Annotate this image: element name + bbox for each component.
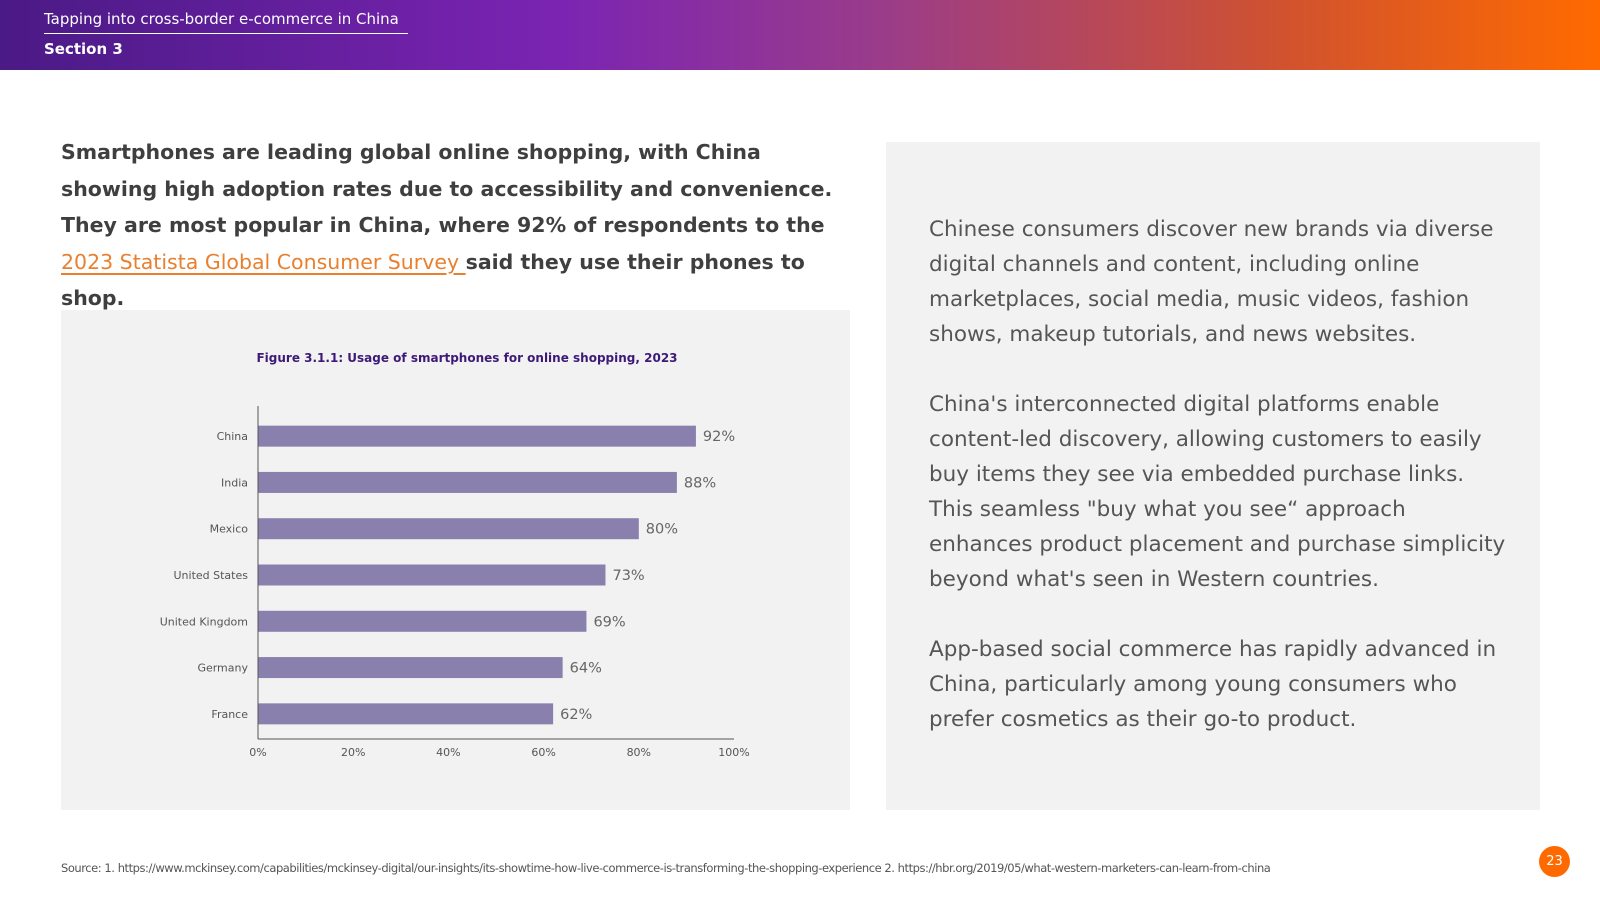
header-banner: Tapping into cross-border e-commerce in … [0,0,1600,70]
value-label: 92% [703,429,735,445]
intro-text-before: Smartphones are leading global online sh… [61,140,833,237]
category-label: United States [174,569,249,582]
category-label: United Kingdom [160,615,248,628]
paragraph-social-commerce: App-based social commerce has rapidly ad… [929,637,1497,732]
x-tick-label: 100% [718,746,749,759]
bar-mexico [258,518,639,540]
value-label: 80% [646,522,678,538]
category-label: Mexico [210,523,249,536]
value-label: 73% [612,568,644,584]
chart-title: Figure 3.1.1: Usage of smartphones for o… [256,351,677,365]
paragraph-brand-discovery: Chinese consumers discover new brands vi… [929,217,1494,347]
bar-chart: Figure 3.1.1: Usage of smartphones for o… [160,351,750,759]
category-label: Germany [197,662,248,675]
bar-germany [258,657,563,679]
x-tick-label: 60% [531,746,555,759]
bar-united-states [258,564,606,586]
paragraph-digital-platforms: China's interconnected digital platforms… [929,392,1506,592]
value-label: 88% [684,475,716,491]
value-label: 64% [570,661,602,677]
category-label: China [217,430,248,443]
x-tick-label: 20% [341,746,365,759]
intro-text-after: said they use their phones to shop. [61,249,805,311]
value-label: 69% [593,614,625,630]
value-label: 62% [560,707,592,723]
bar-united-kingdom [258,610,587,632]
x-tick-label: 0% [249,746,266,759]
intro-paragraph: Smartphones are leading global online sh… [61,134,861,317]
chart-panel: Figure 3.1.1: Usage of smartphones for o… [61,310,850,810]
bar-france [258,703,554,725]
bar-india [258,471,677,493]
right-info-panel: Chinese consumers discover new brands vi… [886,142,1540,810]
page-number-badge: 23 [1539,846,1570,877]
category-label: India [221,476,248,489]
category-label: France [211,708,248,721]
section-label: Section 3 [44,40,123,58]
statista-survey-link[interactable]: 2023 Statista Global Consumer Survey [61,249,466,274]
bar-china [258,425,696,447]
x-tick-label: 40% [436,746,460,759]
document-title: Tapping into cross-border e-commerce in … [44,10,408,34]
x-tick-label: 80% [627,746,651,759]
source-footnote: Source: 1. https://www.mckinsey.com/capa… [61,861,1271,875]
right-text-block: Chinese consumers discover new brands vi… [929,212,1509,772]
